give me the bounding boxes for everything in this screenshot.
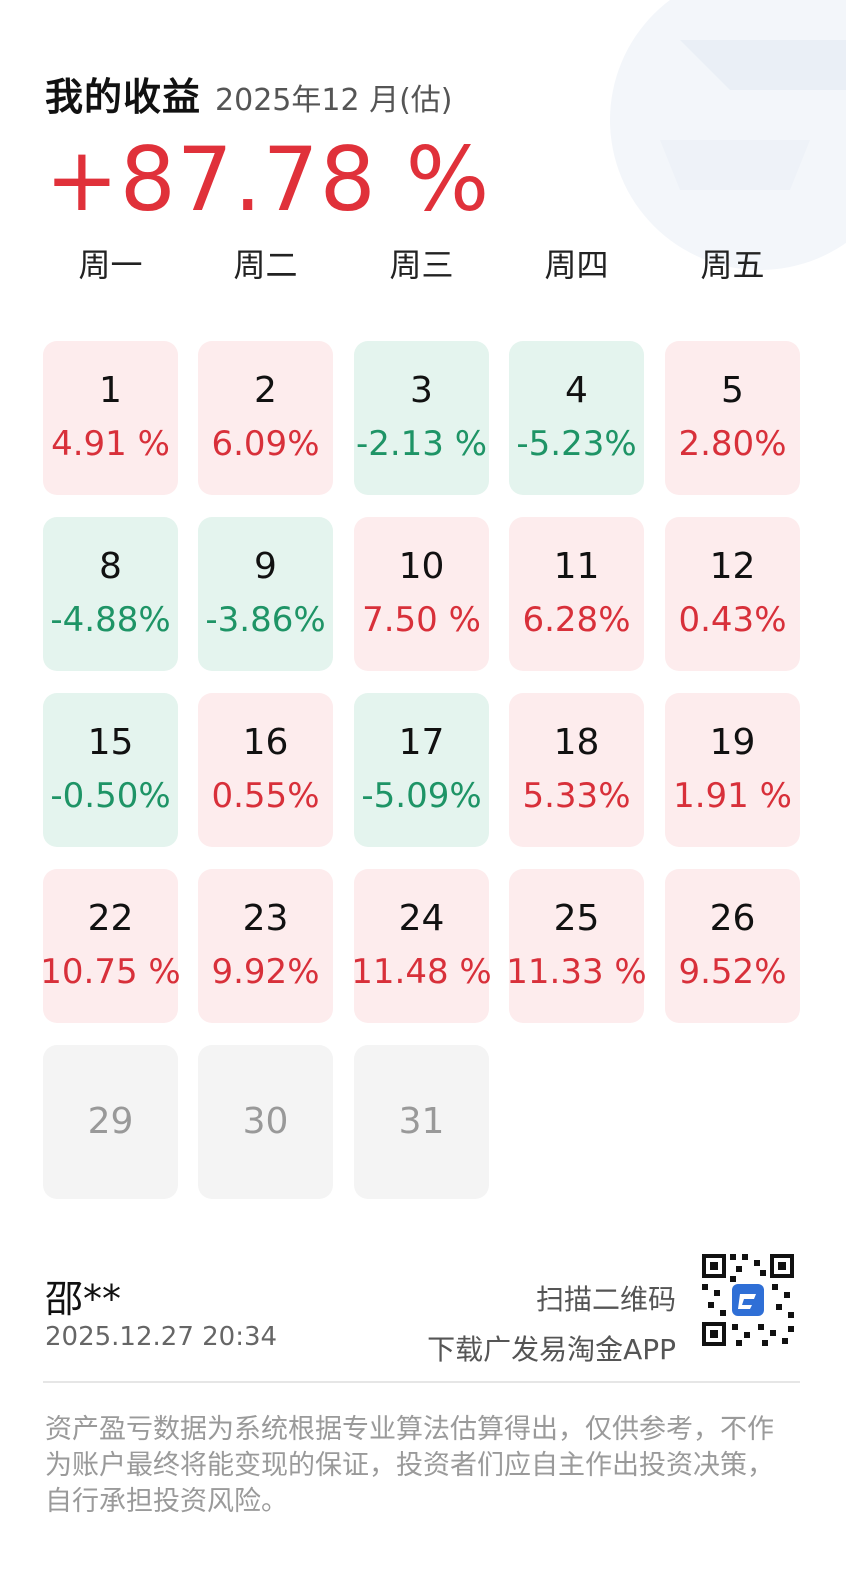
scan-line-1: 扫描二维码 (535, 1283, 676, 1316)
page-title: 我的收益 (45, 75, 202, 119)
calendar-day-cell: 5 2.80% (665, 341, 800, 495)
calendar-day-cell: 16 0.55% (198, 693, 333, 847)
daily-return: 2.80% (678, 424, 787, 464)
daily-return: -5.09% (361, 776, 482, 816)
calendar-grid: 1 4.91 % 2 6.09% 3 -2.13 % 4 -5.23% 5 2.80% 8 -4.88… (40, 341, 800, 1201)
calendar-day-cell: 11 6.28% (509, 517, 644, 671)
day-number: 12 (709, 546, 756, 587)
daily-return: 10.75 % (40, 952, 181, 992)
daily-return: -2.13 % (355, 424, 488, 464)
divider (43, 1381, 800, 1383)
day-number: 5 (721, 370, 744, 411)
calendar-day-cell: 30 (198, 1045, 333, 1199)
weekday-header: 周一 周二 周三 周四 周五 (43, 240, 800, 290)
daily-return: 1.91 % (673, 776, 792, 816)
header: 我的收益 2025年12 月(估) (45, 66, 452, 121)
day-number: 19 (709, 722, 756, 763)
calendar-day-cell: 24 11.48 % (351, 869, 492, 1023)
daily-return: 11.48 % (351, 952, 492, 992)
day-number: 23 (242, 898, 289, 939)
daily-return: 6.09% (211, 424, 320, 464)
calendar-day-cell: 15 -0.50% (43, 693, 178, 847)
daily-return: 7.50 % (362, 600, 481, 640)
calendar-day-cell: 25 11.33 % (506, 869, 647, 1023)
day-number: 22 (87, 898, 134, 939)
scan-line-2: 下载广发易淘金APP (427, 1333, 676, 1366)
calendar-day-cell: 10 7.50 % (354, 517, 489, 671)
daily-return: 9.52% (678, 952, 787, 992)
weekday-mon: 周一 (78, 246, 143, 284)
day-number: 2 (254, 370, 277, 411)
calendar-day-cell: 9 -3.86% (198, 517, 333, 671)
day-number: 31 (398, 1101, 445, 1142)
calendar-day-cell: 18 5.33% (509, 693, 644, 847)
calendar-day-cell: 22 10.75 % (40, 869, 181, 1023)
day-number: 29 (87, 1101, 134, 1142)
disclaimer-text: 资产盈亏数据为系统根据专业算法估算得出，仅供参考，不作为账户最终将能变现的保证，… (45, 1414, 774, 1517)
total-return-value: +87.78 % (45, 128, 491, 231)
daily-return: -3.86% (205, 600, 326, 640)
day-number: 11 (553, 546, 600, 587)
day-number: 17 (398, 722, 445, 763)
day-number: 8 (99, 546, 122, 587)
qr-code-icon[interactable] (700, 1252, 796, 1348)
day-number: 1 (99, 370, 122, 411)
day-number: 9 (254, 546, 277, 587)
period-label: 2025年12 月(估) (215, 83, 453, 118)
daily-return: 0.55% (211, 776, 320, 816)
calendar-day-cell: 17 -5.09% (354, 693, 489, 847)
calendar-day-cell: 31 (354, 1045, 489, 1199)
day-number: 16 (242, 722, 289, 763)
calendar-day-cell: 23 9.92% (198, 869, 333, 1023)
calendar-day-cell: 1 4.91 % (43, 341, 178, 495)
daily-return: 4.91 % (51, 424, 170, 464)
calendar-day-cell: 26 9.52% (665, 869, 800, 1023)
app-logo-icon (732, 1284, 764, 1316)
day-number: 15 (87, 722, 134, 763)
day-number: 30 (242, 1101, 289, 1142)
calendar-day-cell: 8 -4.88% (43, 517, 178, 671)
day-number: 10 (398, 546, 445, 587)
daily-return: 9.92% (211, 952, 320, 992)
daily-return: -0.50% (50, 776, 171, 816)
weekday-thu: 周四 (544, 246, 609, 284)
day-number: 25 (553, 898, 600, 939)
calendar-day-cell: 4 -5.23% (509, 341, 644, 495)
calendar-day-cell: 12 0.43% (665, 517, 800, 671)
calendar-day-cell: 29 (43, 1045, 178, 1199)
daily-return: 11.33 % (506, 952, 647, 992)
scan-prompt: 扫描二维码 下载广发易淘金APP (427, 1275, 676, 1375)
weekday-wed: 周三 (389, 246, 454, 284)
daily-return: 6.28% (522, 600, 631, 640)
daily-return: 0.43% (678, 600, 787, 640)
day-number: 3 (410, 370, 433, 411)
timestamp: 2025.12.27 20:34 (45, 1322, 278, 1352)
daily-return: 5.33% (522, 776, 631, 816)
day-number: 4 (565, 370, 588, 411)
day-number: 18 (553, 722, 600, 763)
calendar-day-cell: 19 1.91 % (665, 693, 800, 847)
daily-return: -4.88% (50, 600, 171, 640)
calendar-day-cell: 2 6.09% (198, 341, 333, 495)
brand-watermark-icon (610, 0, 846, 270)
weekday-tue: 周二 (233, 246, 298, 284)
day-number: 24 (398, 898, 445, 939)
user-name: 邵** (45, 1277, 122, 1321)
daily-return: -5.23% (516, 424, 637, 464)
weekday-fri: 周五 (700, 246, 765, 284)
day-number: 26 (709, 898, 756, 939)
calendar-day-cell: 3 -2.13 % (354, 341, 489, 495)
